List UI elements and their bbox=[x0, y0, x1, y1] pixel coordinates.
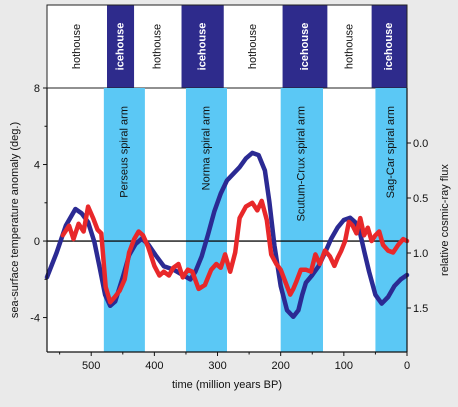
climate-mode-rect bbox=[107, 5, 135, 88]
climate-mode-label: icehouse bbox=[383, 23, 395, 71]
climate-mode-band: hothouse bbox=[47, 5, 107, 88]
x-tick-label: 500 bbox=[82, 360, 100, 372]
x-axis-title: time (million years BP) bbox=[172, 379, 282, 391]
y-right-tick-label: 0.5 bbox=[413, 193, 428, 205]
y-right-tick-label: 1.0 bbox=[413, 248, 428, 260]
y-left-tick-label: 4 bbox=[34, 160, 40, 172]
y-right-axis-title: relative cosmic-ray flux bbox=[439, 164, 451, 276]
climate-mode-label: hothouse bbox=[343, 24, 355, 69]
climate-mode-band: hothouse bbox=[223, 5, 283, 88]
climate-mode-label: hothouse bbox=[71, 24, 83, 69]
climate-mode-label: icehouse bbox=[114, 23, 126, 71]
climate-mode-rect bbox=[282, 5, 328, 88]
climate-mode-rect bbox=[134, 5, 182, 88]
spiral-arm-label: Perseus spiral arm bbox=[118, 106, 130, 198]
climate-mode-rect bbox=[223, 5, 283, 88]
climate-mode-label: hothouse bbox=[152, 24, 164, 69]
x-tick-label: 200 bbox=[272, 360, 290, 372]
spiral-arm-label: Scutum-Crux spiral arm bbox=[296, 106, 308, 222]
x-tick-label: 300 bbox=[208, 360, 226, 372]
climate-mode-band: hothouse bbox=[134, 5, 182, 88]
y-left-tick-label: -4 bbox=[30, 313, 40, 325]
climate-mode-band: icehouse bbox=[181, 5, 224, 88]
x-tick-label: 400 bbox=[145, 360, 163, 372]
y-right-tick-label: 1.5 bbox=[413, 303, 428, 315]
y-left-tick-label: 8 bbox=[34, 83, 40, 95]
spiral-arm-label: Sag-Car spiral arm bbox=[385, 106, 397, 198]
spiral-arm-band bbox=[185, 88, 227, 352]
climate-mode-rect bbox=[371, 5, 407, 88]
spiral-arm-label: Norma spiral arm bbox=[200, 106, 212, 190]
y-left-tick-label: 0 bbox=[34, 236, 40, 248]
climate-mode-rect bbox=[181, 5, 224, 88]
y-right-tick-label: 0.0 bbox=[413, 138, 428, 150]
climate-mode-band: icehouse bbox=[282, 5, 328, 88]
climate-mode-band: hothouse bbox=[327, 5, 372, 88]
temperature-anomaly-line bbox=[60, 198, 410, 305]
spiral-arm-band bbox=[375, 88, 407, 352]
x-tick-label: 100 bbox=[335, 360, 353, 372]
climate-mode-label: hothouse bbox=[247, 24, 259, 69]
climate-mode-label: icehouse bbox=[197, 23, 209, 71]
climate-mode-band: icehouse bbox=[371, 5, 407, 88]
climate-mode-rect bbox=[47, 5, 107, 88]
y-left-axis-title: sea-surface temperature anomaly (deg.) bbox=[9, 122, 21, 318]
climate-mode-rect bbox=[327, 5, 372, 88]
climate-mode-band: icehouse bbox=[107, 5, 135, 88]
x-tick-label: 0 bbox=[404, 360, 410, 372]
cosmic-ray-flux-line bbox=[44, 150, 410, 320]
climate-mode-label: icehouse bbox=[299, 23, 311, 71]
spiral-arm-band bbox=[103, 88, 145, 352]
